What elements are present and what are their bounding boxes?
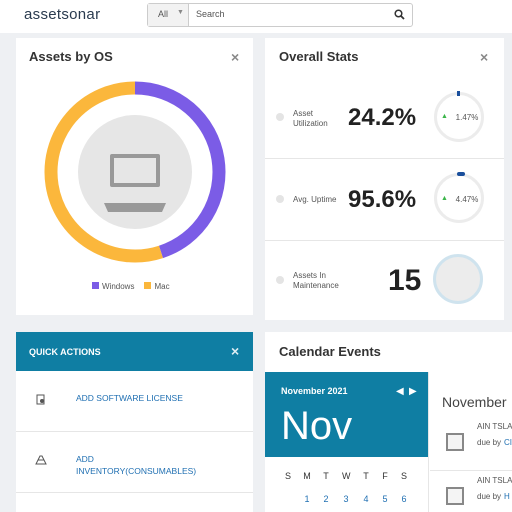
radio[interactable] xyxy=(276,195,284,203)
weekday: S xyxy=(400,471,407,481)
search-box[interactable] xyxy=(147,3,413,27)
donut-chart xyxy=(44,81,226,263)
dropdown-arrow: ▼ xyxy=(177,9,184,16)
quick-action-link[interactable]: ADD SOFTWARE LICENSE xyxy=(76,393,183,403)
event-icon xyxy=(446,487,464,505)
panel-header xyxy=(16,332,253,371)
search-icon[interactable] xyxy=(394,9,405,20)
panel-title: QUICK ACTIONS xyxy=(29,347,101,357)
stat-change: 1.47% xyxy=(455,113,479,122)
list-title: November xyxy=(442,394,507,410)
close-button[interactable]: × xyxy=(231,49,240,65)
weekday: S xyxy=(284,471,291,481)
filter-dropdown[interactable] xyxy=(148,4,189,26)
stat-change: 4.47% xyxy=(455,195,479,204)
weekday: T xyxy=(363,471,369,481)
event-assignee[interactable]: H xyxy=(504,492,510,501)
date[interactable]: 1 xyxy=(304,494,310,504)
top-bar: assetsonar All ▼ Search xyxy=(0,0,512,33)
radio[interactable] xyxy=(276,113,284,121)
month-short: Nov xyxy=(281,404,353,448)
legend-label: Windows xyxy=(102,282,135,291)
gauge-marker xyxy=(457,91,460,96)
divider xyxy=(428,372,429,512)
license-icon xyxy=(36,394,45,405)
search-placeholder: Search xyxy=(196,9,225,19)
date[interactable]: 6 xyxy=(401,494,407,504)
calendar-header xyxy=(265,372,428,457)
stat-value: 15 xyxy=(388,264,422,297)
laptop-base xyxy=(104,203,166,212)
logo[interactable]: assetsonar xyxy=(24,6,101,23)
divider xyxy=(265,240,504,241)
weekday: M xyxy=(303,471,311,481)
laptop-screen xyxy=(114,158,156,183)
legend-item: Mac xyxy=(144,282,170,291)
prev-month[interactable]: ◀ xyxy=(396,386,404,397)
panel-title: Assets by OS xyxy=(29,49,113,64)
stat-label: Avg. Uptime xyxy=(293,195,337,204)
legend: Windows Mac xyxy=(92,282,170,291)
event-icon xyxy=(446,433,464,451)
filter-label: All xyxy=(158,9,169,19)
close-button[interactable]: × xyxy=(480,49,489,65)
legend-swatch xyxy=(144,282,152,289)
gauge xyxy=(433,254,483,304)
date[interactable]: 5 xyxy=(382,494,388,504)
inventory-icon xyxy=(35,455,47,465)
event-name: AIN TSLA xyxy=(477,422,512,431)
close-button[interactable]: × xyxy=(231,343,240,359)
gauge xyxy=(434,92,484,142)
divider xyxy=(430,470,512,471)
month-year: November 2021 xyxy=(281,386,348,396)
radio[interactable] xyxy=(276,276,284,284)
next-month[interactable]: ▶ xyxy=(409,386,417,397)
up-arrow: ▲ xyxy=(441,113,448,120)
donut-segment xyxy=(134,81,226,259)
gauge-marker xyxy=(457,172,465,176)
event-due: due by xyxy=(477,492,502,501)
stat-label: Assets In Maintenance xyxy=(293,271,339,290)
event-assignee[interactable]: CI xyxy=(504,438,512,447)
stat-value: 24.2% xyxy=(348,104,417,131)
donut-segment xyxy=(44,81,163,263)
stat-label: Asset Utilization xyxy=(293,109,328,128)
divider xyxy=(16,492,253,493)
legend-item: Windows xyxy=(92,282,134,291)
stat-value: 95.6% xyxy=(348,186,417,213)
date[interactable]: 4 xyxy=(363,494,369,504)
panel-title: Overall Stats xyxy=(279,49,359,64)
date[interactable]: 2 xyxy=(323,494,329,504)
legend-label: Mac xyxy=(154,282,170,291)
event-name: AIN TSLA xyxy=(477,476,512,485)
divider xyxy=(265,158,504,159)
date[interactable]: 3 xyxy=(343,494,349,504)
up-arrow: ▲ xyxy=(441,195,448,202)
weekday: F xyxy=(382,471,388,481)
legend-swatch xyxy=(92,282,99,289)
event-due: due by xyxy=(477,438,502,447)
panel-title: Calendar Events xyxy=(279,344,381,359)
quick-action-link[interactable]: ADD INVENTORY(CONSUMABLES) xyxy=(76,454,197,476)
weekday: W xyxy=(342,471,351,481)
weekday: T xyxy=(323,471,329,481)
divider xyxy=(16,431,253,432)
